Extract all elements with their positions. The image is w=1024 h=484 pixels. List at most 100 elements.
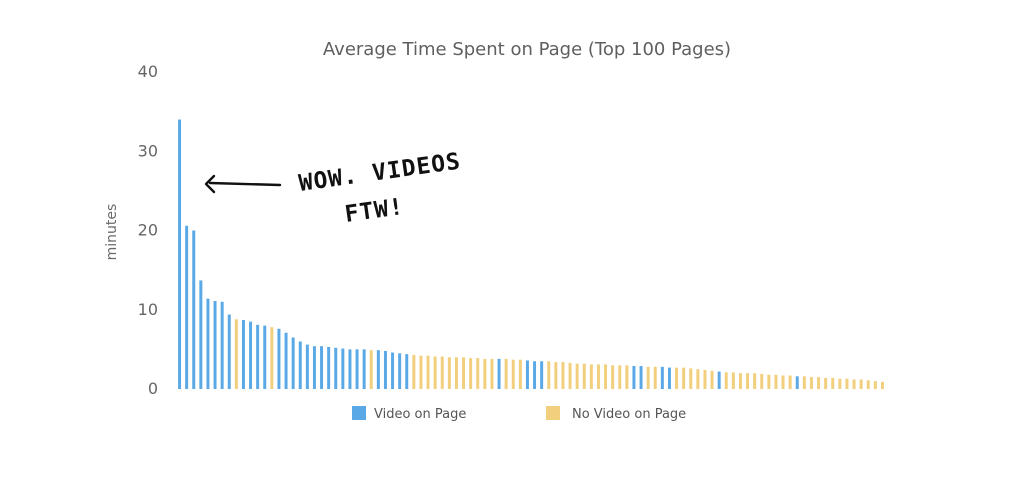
bar-video-on-page — [540, 361, 544, 389]
bar-no-video-on-page — [561, 362, 565, 389]
bar-video-on-page — [320, 346, 324, 389]
bar-no-video-on-page — [788, 375, 792, 389]
bar-no-video-on-page — [653, 366, 657, 389]
bar-no-video-on-page — [469, 358, 473, 389]
bar-no-video-on-page — [866, 380, 870, 389]
chart-title: Average Time Spent on Page (Top 100 Page… — [323, 39, 731, 60]
legend-video-swatch — [352, 406, 366, 420]
bar-video-on-page — [405, 354, 409, 389]
bar-no-video-on-page — [824, 377, 828, 389]
bar-no-video-on-page — [234, 319, 238, 389]
bar-video-on-page — [497, 358, 501, 389]
bar-video-on-page — [213, 301, 217, 389]
y-tick-label: 30 — [138, 141, 158, 160]
bar-no-video-on-page — [419, 355, 423, 389]
bar-video-on-page — [284, 332, 288, 389]
bar-no-video-on-page — [454, 357, 458, 389]
bar-no-video-on-page — [682, 367, 686, 389]
bar-no-video-on-page — [554, 362, 558, 389]
annotation: WOW. VIDEOS FTW! — [204, 148, 463, 228]
bar-no-video-on-page — [738, 373, 742, 389]
bar-video-on-page — [667, 367, 671, 389]
bar-no-video-on-page — [476, 358, 480, 389]
bar-no-video-on-page — [724, 372, 728, 389]
y-axis-label: minutes — [104, 204, 120, 261]
bar-no-video-on-page — [760, 373, 764, 389]
bar-video-on-page — [376, 350, 380, 389]
annotation-arrow-shaft — [208, 181, 282, 187]
bar-no-video-on-page — [270, 327, 274, 389]
bar-no-video-on-page — [809, 377, 813, 389]
bar-no-video-on-page — [646, 366, 650, 389]
bar-video-on-page — [291, 337, 295, 389]
bar-no-video-on-page — [440, 356, 444, 389]
bar-no-video-on-page — [547, 361, 551, 389]
bar-video-on-page — [192, 230, 196, 389]
bar-no-video-on-page — [753, 373, 757, 389]
bar-no-video-on-page — [625, 365, 629, 389]
bar-video-on-page — [391, 352, 395, 389]
bar-no-video-on-page — [412, 354, 416, 389]
bar-no-video-on-page — [689, 368, 693, 389]
bar-video-on-page — [383, 350, 387, 389]
bar-video-on-page — [199, 280, 203, 389]
bar-no-video-on-page — [696, 369, 700, 389]
bar-video-on-page — [327, 347, 331, 389]
bar-video-on-page — [533, 361, 537, 389]
bar-video-on-page — [717, 371, 721, 389]
bar-no-video-on-page — [675, 367, 679, 389]
legend-video-label: Video on Page — [374, 407, 466, 422]
bar-no-video-on-page — [880, 381, 884, 389]
bar-video-on-page — [227, 314, 231, 389]
annotation-text-line-1: WOW. VIDEOS — [297, 148, 462, 196]
bar-video-on-page — [249, 321, 253, 389]
bar-video-on-page — [263, 325, 267, 389]
bar-video-on-page — [639, 366, 643, 389]
bar-video-on-page — [632, 366, 636, 389]
y-tick-label: 0 — [148, 379, 158, 398]
bar-video-on-page — [256, 324, 260, 389]
bar-no-video-on-page — [447, 357, 451, 389]
legend-no-video-label: No Video on Page — [572, 407, 686, 422]
y-axis-labels: 0 10 20 30 40 — [138, 62, 158, 398]
bar-no-video-on-page — [731, 372, 735, 389]
bar-no-video-on-page — [710, 370, 714, 389]
bar-video-on-page — [398, 353, 402, 389]
bar-no-video-on-page — [462, 357, 466, 389]
bar-no-video-on-page — [433, 356, 437, 389]
bar-no-video-on-page — [575, 363, 579, 389]
bar-no-video-on-page — [703, 369, 707, 389]
bar-video-on-page — [312, 346, 316, 389]
bar-video-on-page — [525, 360, 529, 389]
bar-no-video-on-page — [490, 358, 494, 389]
bar-no-video-on-page — [611, 365, 615, 389]
bar-video-on-page — [341, 348, 345, 389]
bar-no-video-on-page — [511, 359, 515, 389]
bar-no-video-on-page — [582, 363, 586, 389]
bar-no-video-on-page — [589, 364, 593, 389]
bar-no-video-on-page — [781, 375, 785, 389]
bar-video-on-page — [241, 320, 245, 389]
bar-no-video-on-page — [504, 358, 508, 389]
y-tick-label: 40 — [138, 62, 158, 81]
bar-no-video-on-page — [596, 364, 600, 389]
bar-no-video-on-page — [817, 377, 821, 389]
bar-no-video-on-page — [873, 381, 877, 389]
bar-no-video-on-page — [604, 364, 608, 389]
bar-no-video-on-page — [802, 376, 806, 389]
bar-video-on-page — [334, 347, 338, 389]
bar-no-video-on-page — [767, 374, 771, 389]
bar-no-video-on-page — [774, 374, 778, 389]
bar-video-on-page — [298, 341, 302, 389]
bar-video-on-page — [206, 298, 210, 389]
bar-video-on-page — [362, 349, 366, 390]
bar-no-video-on-page — [831, 377, 835, 389]
bar-video-on-page — [355, 349, 359, 390]
bar-no-video-on-page — [426, 355, 430, 389]
bar-video-on-page — [305, 344, 309, 389]
y-tick-label: 10 — [138, 300, 158, 319]
bar-video-on-page — [795, 376, 799, 389]
bar-video-on-page — [185, 225, 189, 389]
legend-no-video-swatch — [546, 406, 560, 420]
